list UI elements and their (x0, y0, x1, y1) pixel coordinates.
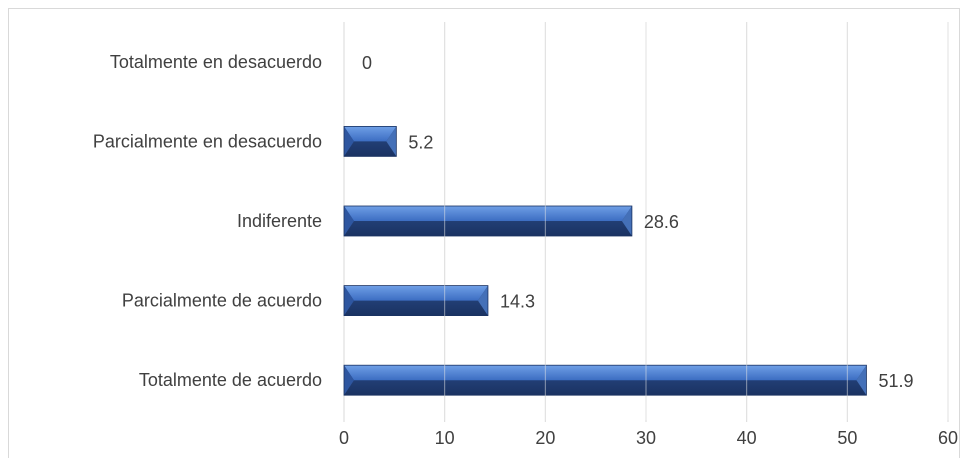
category-label: Indiferente (237, 211, 322, 231)
category-label: Totalmente de acuerdo (139, 370, 322, 390)
x-tick-label: 40 (737, 428, 757, 448)
x-tick-label: 20 (535, 428, 555, 448)
category-label: Parcialmente en desacuerdo (93, 131, 322, 151)
data-label: 51.9 (878, 371, 913, 391)
tick-labels: 0 10 20 30 40 50 60 (339, 428, 958, 448)
data-label: 5.2 (408, 132, 433, 152)
chart-frame (8, 8, 960, 458)
x-tick-label: 10 (435, 428, 455, 448)
category-labels: Totalmente en desacuerdo Parcialmente en … (93, 52, 322, 390)
data-labels: 0 5.2 28.6 14.3 51.9 (362, 53, 914, 391)
bar (343, 364, 867, 396)
x-tick-label: 0 (339, 428, 349, 448)
x-tick-label: 60 (938, 428, 958, 448)
category-label: Parcialmente de acuerdo (122, 291, 322, 311)
data-label: 14.3 (500, 292, 535, 312)
data-label: 28.6 (644, 212, 679, 232)
bars (343, 22, 949, 420)
category-label: Totalmente en desacuerdo (110, 52, 322, 72)
x-tick-label: 30 (636, 428, 656, 448)
data-label: 0 (362, 53, 372, 73)
bar (343, 285, 489, 317)
bar (343, 126, 397, 157)
x-tick-label: 50 (837, 428, 857, 448)
bar (343, 205, 633, 237)
gridline-overlay (444, 22, 949, 420)
